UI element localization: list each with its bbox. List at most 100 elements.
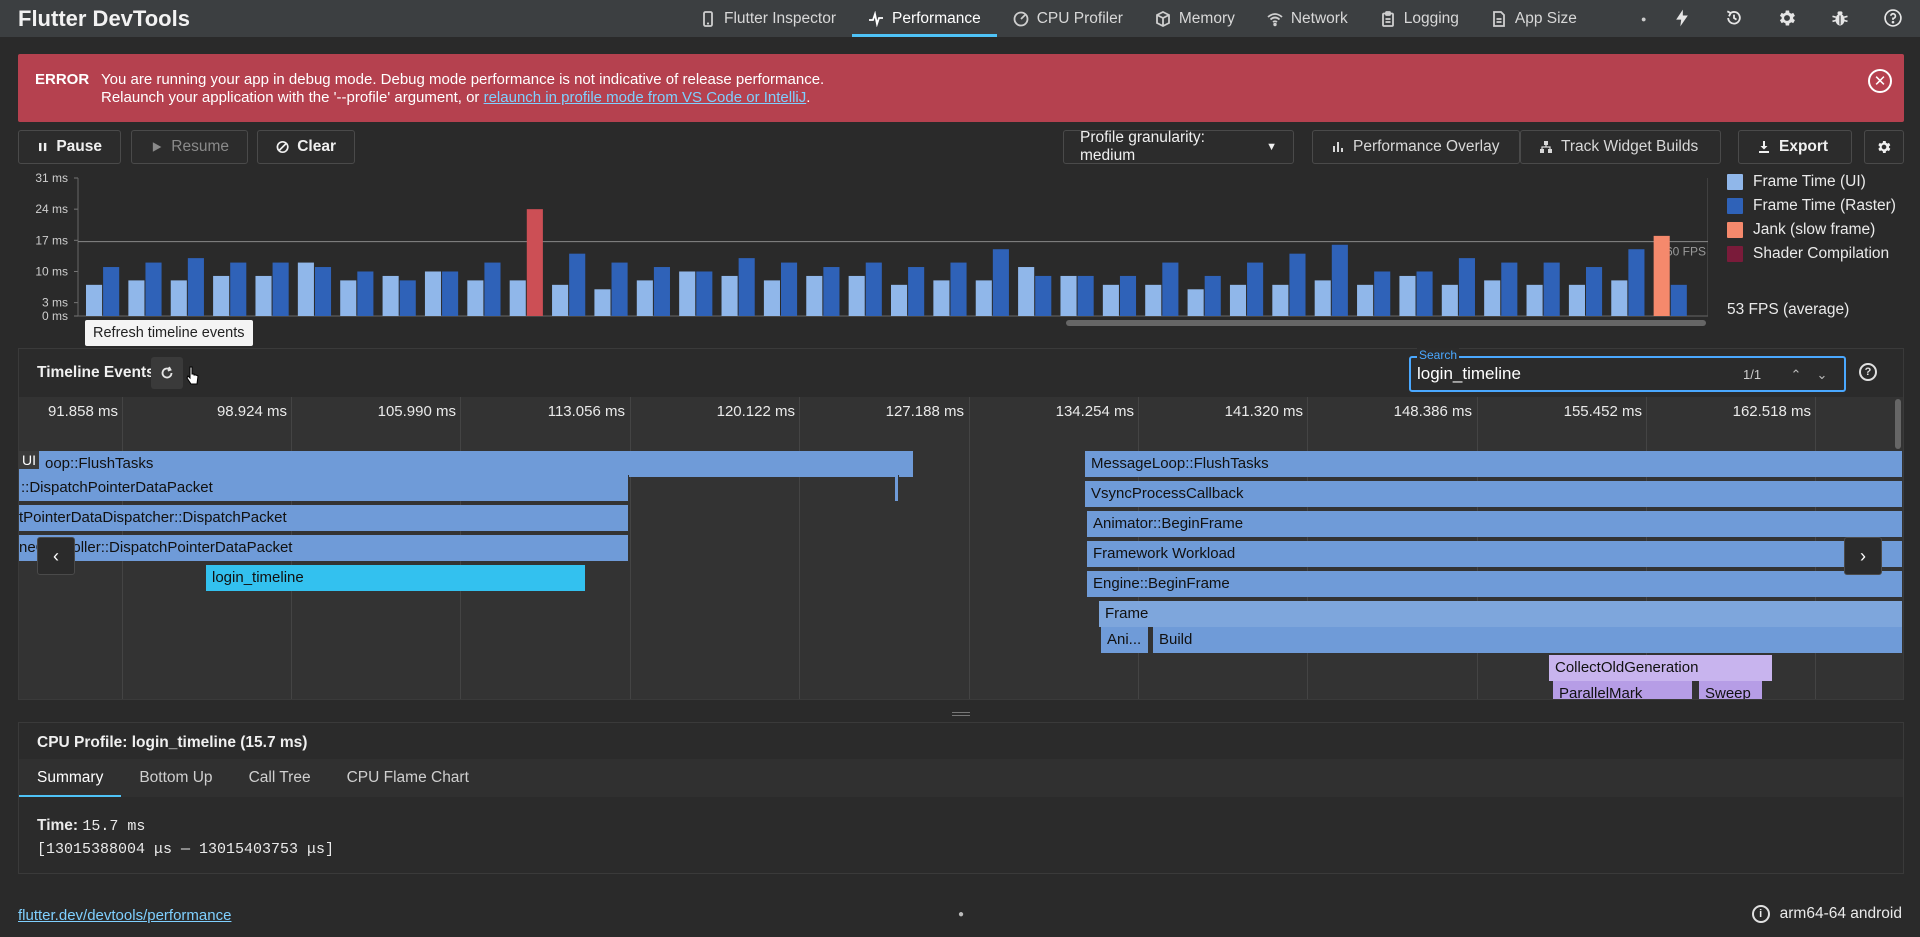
pause-button[interactable]: Pause [18,130,121,164]
timeline-event[interactable]: ParallelMark [1553,681,1693,699]
tab-network[interactable]: Network [1251,0,1364,37]
timeline-event[interactable]: CollectOldGeneration [1549,655,1773,681]
tab-summary[interactable]: Summary [19,759,122,797]
gridline [969,397,970,699]
ui-frame-bar [1018,267,1035,316]
timeline-search-field[interactable]: Search 1/1 ⌃ ⌄ [1409,348,1846,392]
raster-frame-bar [1670,284,1687,316]
tab-bottom-up[interactable]: Bottom Up [139,769,213,786]
performance-overlay-button[interactable]: Performance Overlay [1312,130,1520,164]
error-message: You are running your app in debug mode. … [101,71,825,88]
legend-label: Jank (slow frame) [1753,221,1876,238]
timeline-event[interactable]: MessageLoop::FlushTasks [1085,451,1903,477]
settings-icon[interactable] [1775,6,1799,30]
timeline-event[interactable]: Ani... [1101,627,1149,653]
timeline-event[interactable]: Animator::BeginFrame [1087,511,1903,537]
time-label: Time: [37,817,79,834]
overlay-label: Performance Overlay [1353,138,1500,155]
raster-frame-bar [992,249,1009,316]
vertical-scrollbar[interactable] [1895,399,1901,449]
settings-button[interactable] [1864,130,1904,164]
error-instructions-prefix: Relaunch your application with the '--pr… [101,89,484,106]
gear-icon [1878,141,1891,153]
timeline-event[interactable]: Framework Workload [1087,541,1903,567]
raster-frame-bar [823,267,840,316]
ui-frame-bar [170,280,187,316]
timeline-event[interactable]: neController::DispatchPointerDataPacket [19,535,629,561]
tab-memory[interactable]: Memory [1139,0,1251,37]
help-icon[interactable] [1881,6,1905,30]
scroll-right-button[interactable]: › [1844,537,1882,575]
ui-frame-bar [382,275,399,316]
tab-cpu-profiler[interactable]: CPU Profiler [997,0,1139,37]
time-tick-label: 141.320 ms [1224,403,1303,420]
panel-resize-handle[interactable] [952,710,970,718]
pulse-icon [869,10,883,27]
average-fps: 53 FPS (average) [1727,301,1850,318]
timeline-event[interactable]: ::DispatchPointerDataPacket [19,475,629,501]
tab-label: Network [1290,9,1348,27]
mouse-cursor-icon [186,366,199,385]
time-tick-label: 134.254 ms [1055,403,1134,420]
chart-scrollbar [1066,320,1706,326]
clear-button[interactable]: Clear [257,130,355,164]
bar-chart-icon [1333,142,1343,152]
close-error-icon[interactable]: ✕ [1868,69,1892,93]
hot-restart-icon[interactable] [1722,6,1746,30]
frames-chart-legend: Frame Time (UI) Frame Time (Raster) Jank… [1727,170,1896,266]
track-widget-builds-button[interactable]: Track Widget Builds [1520,130,1721,164]
refresh-timeline-button[interactable] [151,357,183,389]
y-tick-label: 24 ms [35,202,68,216]
tab-flutter-inspector[interactable]: Flutter Inspector [684,0,852,37]
legend-swatch [1727,246,1743,262]
timeline-event-sliver[interactable] [895,475,899,501]
info-icon[interactable]: i [1751,905,1770,923]
search-previous-icon[interactable]: ⌃ [1790,367,1802,382]
bug-icon[interactable] [1828,6,1852,30]
timeline-event[interactable]: tPointerDataDispatcher::DispatchPacket [19,505,629,531]
tab-call-tree[interactable]: Call Tree [248,769,311,786]
search-next-icon[interactable]: ⌄ [1816,367,1828,382]
ui-frame-bar [424,271,442,316]
hot-reload-icon[interactable] [1670,6,1694,30]
device-label: arm64-64 android [1779,905,1902,922]
debug-mode-error-banner: ERROR You are running your app in debug … [18,54,1904,122]
timeline-event[interactable]: VsyncProcessCallback [1085,481,1903,507]
gridline [799,397,800,699]
time-tick-label: 162.518 ms [1732,403,1811,420]
tab-app-size[interactable]: App Size [1475,0,1593,37]
legend-item: Jank (slow frame) [1727,218,1896,242]
tab-logging[interactable]: Logging [1364,0,1475,37]
ui-frame-bar [1060,275,1077,316]
tab-cpu-flame-chart[interactable]: CPU Flame Chart [346,769,469,786]
profile-granularity-dropdown[interactable]: Profile granularity: medium ▼ [1063,129,1294,164]
status-separator-dot: ● [958,909,965,920]
cpu-time-summary: Time: 15.7 ms [37,817,145,835]
timeline-help-icon[interactable]: ? [1859,363,1877,381]
timeline-event[interactable]: Frame [1099,601,1903,627]
tab-performance[interactable]: Performance [852,0,997,37]
ui-frame-bar [1611,280,1628,316]
raster-frame-bar [1458,258,1475,316]
export-label: Export [1779,138,1829,155]
docs-link[interactable]: flutter.dev/devtools/performance [18,907,232,924]
raster-frame-bar [1416,271,1433,316]
timeline-event[interactable]: oop::FlushTasks [19,451,914,477]
ui-frame-bar [1568,284,1585,316]
widget-tree-icon [1540,141,1552,153]
scroll-left-button[interactable]: ‹ [37,537,75,575]
timeline-flame-chart[interactable]: 91.858 ms 98.924 ms 105.990 ms 113.056 m… [19,397,1903,699]
frames-chart[interactable]: 31 ms 24 ms 17 ms 10 ms 3 ms 0 ms 60 FPS [18,170,1708,328]
target-fps-label: 60 FPS [1666,245,1706,259]
ui-frame-bar [679,271,696,316]
timeline-event[interactable]: Sweep [1699,681,1763,699]
search-input[interactable] [1417,364,1717,384]
timeline-event[interactable]: Build [1153,627,1903,653]
export-button[interactable]: Export [1738,130,1852,164]
legend-item: Frame Time (Raster) [1727,194,1896,218]
timeline-event[interactable]: Engine::BeginFrame [1087,571,1903,597]
relaunch-profile-mode-link[interactable]: relaunch in profile mode from VS Code or… [483,89,807,106]
resume-button[interactable]: Resume [131,130,248,164]
time-tick-label: 127.188 ms [885,403,964,420]
timeline-event-login-timeline[interactable]: login_timeline [206,565,586,591]
